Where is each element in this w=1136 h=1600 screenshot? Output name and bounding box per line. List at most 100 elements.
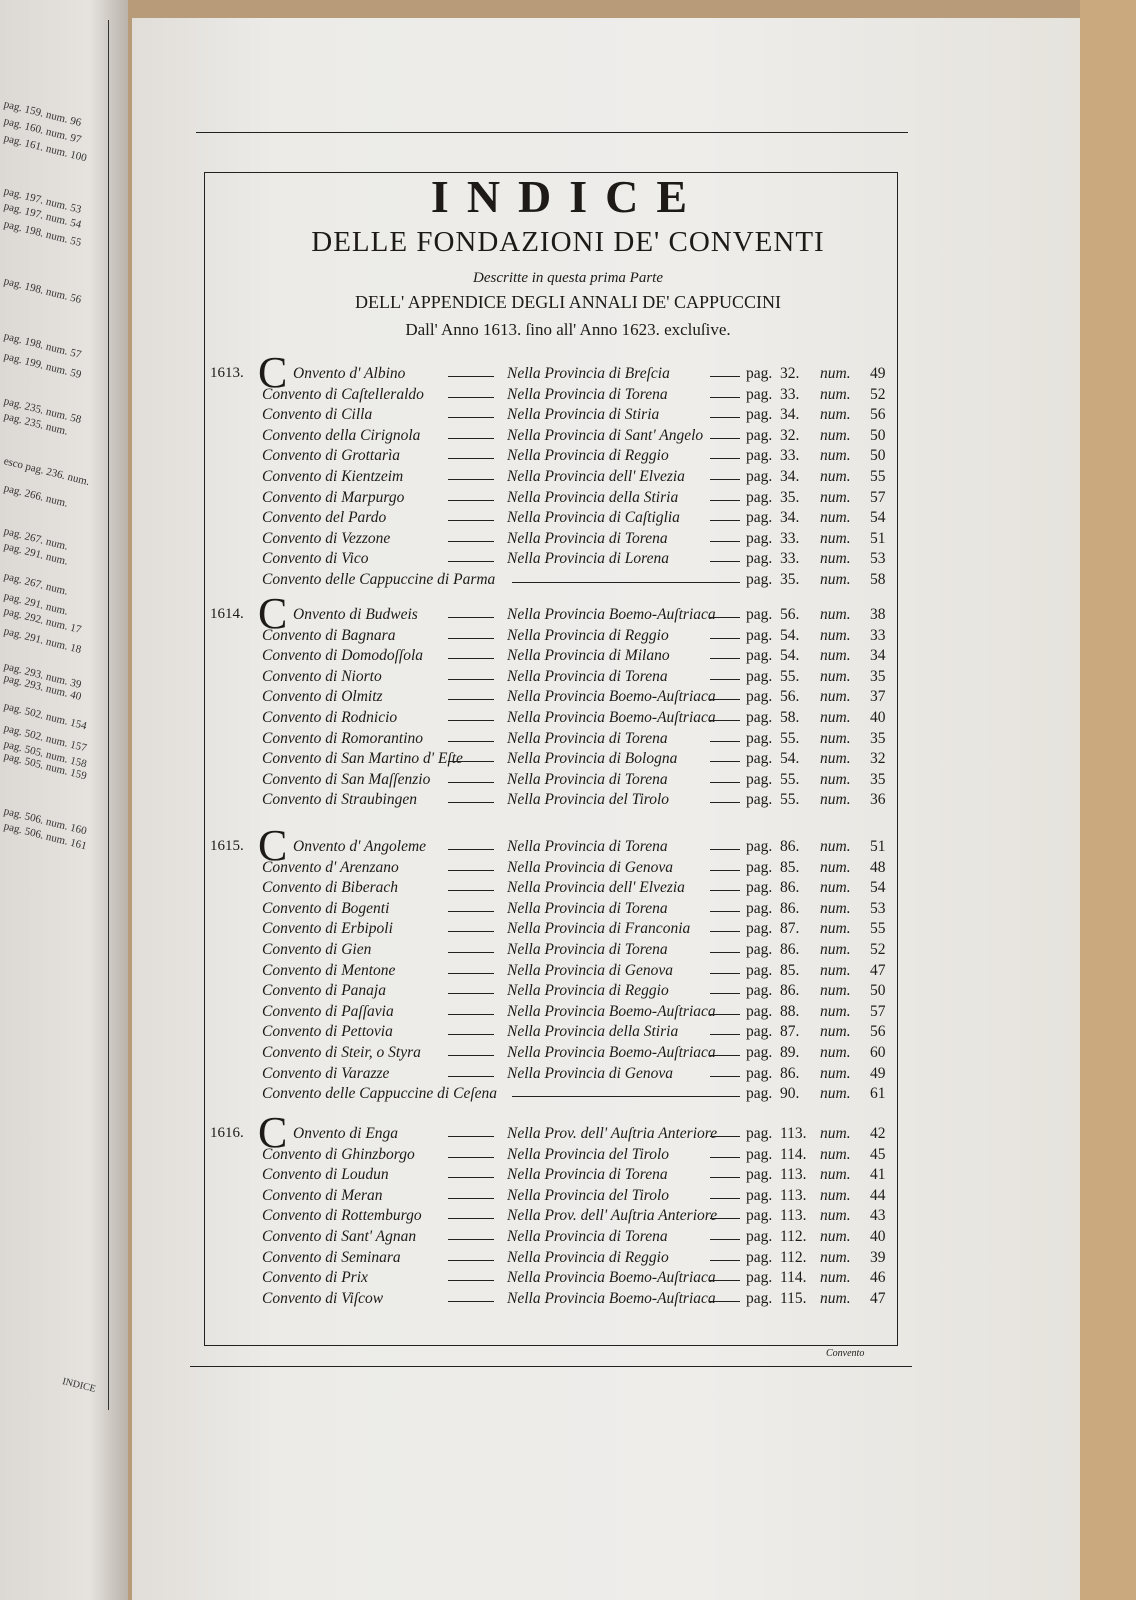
convent-name: Convento di Niorto bbox=[262, 667, 382, 685]
province-name: Nella Provincia della Stiria bbox=[507, 1023, 679, 1041]
entry-number: 56 bbox=[870, 1023, 886, 1041]
province-name: Nella Provincia di Franconia bbox=[507, 920, 691, 938]
convent-name: Convento della Cirignola bbox=[262, 426, 421, 444]
num-label: num. bbox=[820, 1085, 851, 1103]
convent-name: Convento di Kientzeim bbox=[262, 468, 404, 485]
convent-name: Convento di San Maſſenzio bbox=[262, 770, 431, 788]
entry-number: 47 bbox=[870, 1289, 886, 1307]
province-name: Nella Prov. dell' Auſtria Anteriore bbox=[507, 1125, 718, 1142]
leader-line bbox=[448, 479, 494, 480]
table-row: Convento di Cilla Nella Provincia di Stir… bbox=[0, 406, 1136, 426]
entry-number: 58 bbox=[870, 571, 886, 588]
convent-name: Convento del Pardo bbox=[262, 509, 387, 527]
left-frame-rule bbox=[204, 172, 205, 1346]
entry-number: 46 bbox=[870, 1269, 886, 1287]
pag-label: pag. bbox=[746, 791, 773, 809]
convent-name: Convento di Biberach bbox=[262, 879, 399, 897]
province-name: Nella Provincia Boemo-Auſtriaca bbox=[507, 688, 716, 706]
leader-line bbox=[710, 972, 740, 974]
leader-line bbox=[710, 637, 740, 639]
leader-line bbox=[710, 869, 740, 871]
convent-name: Convento di Erbipoli bbox=[262, 920, 393, 938]
entry-number: 55 bbox=[870, 920, 886, 938]
convent-name: Convento delle Cappuccine di Parma bbox=[262, 571, 496, 588]
entry-number: 37 bbox=[870, 688, 886, 706]
pag-label: pag. bbox=[746, 750, 773, 768]
leader-line bbox=[710, 781, 740, 783]
leader-line bbox=[448, 1280, 494, 1282]
leader-line bbox=[448, 1177, 494, 1179]
entry-number: 54 bbox=[870, 879, 886, 897]
table-row: Convento di Erbipoli Nella Provincia di F… bbox=[0, 920, 1136, 940]
entry-number: 55 bbox=[870, 468, 886, 485]
table-row: Convento di San Martino d' Eſte Nella Pro… bbox=[0, 750, 1136, 770]
table-row: Convento di Panaja Nella Provincia di Reg… bbox=[0, 982, 1136, 1002]
entry-number: 40 bbox=[870, 1228, 886, 1245]
entry-number: 32 bbox=[870, 750, 886, 768]
province-name: Nella Provincia Boemo-Auſtriaca bbox=[507, 606, 716, 623]
convent-name: Convento di Cilla bbox=[262, 406, 373, 424]
table-row: Convento di Ghinzborgo Nella Provincia de… bbox=[0, 1146, 1136, 1166]
table-row: Convento di Seminara Nella Provincia di R… bbox=[0, 1249, 1136, 1269]
page-number: 113. bbox=[780, 1207, 807, 1225]
leader-line bbox=[710, 479, 740, 480]
table-row: Convento di Caſtelleraldo Nella Provincia… bbox=[0, 386, 1136, 406]
leader-line bbox=[448, 376, 494, 377]
table-row: Convento di Gien Nella Provincia di Toren… bbox=[0, 941, 1136, 961]
num-label: num. bbox=[820, 529, 851, 547]
province-name: Nella Provincia di Milano bbox=[507, 647, 670, 665]
year-range: Dall' Anno 1613. ſino all' Anno 1623. ex… bbox=[405, 320, 731, 339]
entry-number: 45 bbox=[870, 1145, 886, 1163]
leader-line bbox=[710, 1055, 740, 1056]
table-row: 1613. C Onvento d' Albino Nella Provincia d… bbox=[0, 351, 1136, 395]
convent-name: Convento di Steir, o Styra bbox=[262, 1044, 421, 1061]
leader-line bbox=[710, 740, 740, 742]
page-number: 56. bbox=[780, 606, 800, 623]
page-number: 86. bbox=[780, 899, 800, 917]
province-name: Nella Provincia di Caſtiglia bbox=[507, 509, 680, 527]
leader-line bbox=[448, 678, 494, 680]
pag-label: pag. bbox=[746, 365, 773, 382]
table-row: Convento di Vico Nella Provincia di Loren… bbox=[0, 550, 1136, 570]
leader-line bbox=[448, 1136, 494, 1137]
pag-label: pag. bbox=[746, 647, 773, 665]
table-row: Convento di Steir, o Styra Nella Provinci… bbox=[0, 1044, 1136, 1064]
leader-line bbox=[710, 1280, 740, 1282]
page-number: 87. bbox=[780, 920, 800, 938]
leader-line bbox=[448, 1055, 494, 1056]
page-number: 112. bbox=[780, 1248, 807, 1266]
leader-line bbox=[710, 931, 740, 933]
page-number: 33. bbox=[780, 385, 800, 403]
leader-line bbox=[710, 1177, 740, 1179]
convent-name: Convento di Meran bbox=[262, 1186, 383, 1204]
leader-line bbox=[448, 890, 494, 892]
province-name: Nella Prov. dell' Auſtria Anteriore bbox=[507, 1207, 718, 1225]
page-number: 85. bbox=[780, 961, 800, 979]
num-label: num. bbox=[820, 1269, 851, 1287]
convent-name: Convento di Paſſavia bbox=[262, 1002, 394, 1020]
convent-name: Convento di Panaja bbox=[262, 982, 386, 1000]
table-row: Convento delle Cappuccine di Ceſena pag. 9… bbox=[0, 1085, 1136, 1105]
num-label: num. bbox=[820, 1145, 851, 1163]
table-row: Convento di Niorto Nella Provincia di Tor… bbox=[0, 668, 1136, 688]
pag-label: pag. bbox=[746, 406, 773, 424]
table-row: Convento della Cirignola Nella Provincia … bbox=[0, 427, 1136, 447]
province-name: Nella Provincia di Torena bbox=[507, 1166, 668, 1184]
page-number: 113. bbox=[780, 1166, 807, 1184]
page-number: 88. bbox=[780, 1002, 800, 1020]
pag-label: pag. bbox=[746, 509, 773, 527]
table-row: 1616. C Onvento di Enga Nella Prov. dell' A… bbox=[0, 1111, 1136, 1155]
num-label: num. bbox=[820, 488, 851, 506]
pag-label: pag. bbox=[746, 709, 773, 726]
leader-line bbox=[710, 1136, 740, 1137]
pag-label: pag. bbox=[746, 1044, 773, 1061]
num-label: num. bbox=[820, 858, 851, 876]
num-label: num. bbox=[820, 1228, 851, 1245]
leader-line bbox=[710, 417, 740, 419]
pag-label: pag. bbox=[746, 879, 773, 897]
num-label: num. bbox=[820, 385, 851, 403]
appendix-title: DELL' APPENDICE DEGLI ANNALI DE' CAPPUCC… bbox=[355, 292, 781, 312]
entry-number: 50 bbox=[870, 426, 886, 444]
leader-line bbox=[710, 1034, 740, 1036]
province-name: Nella Provincia della Stiria bbox=[507, 488, 679, 506]
